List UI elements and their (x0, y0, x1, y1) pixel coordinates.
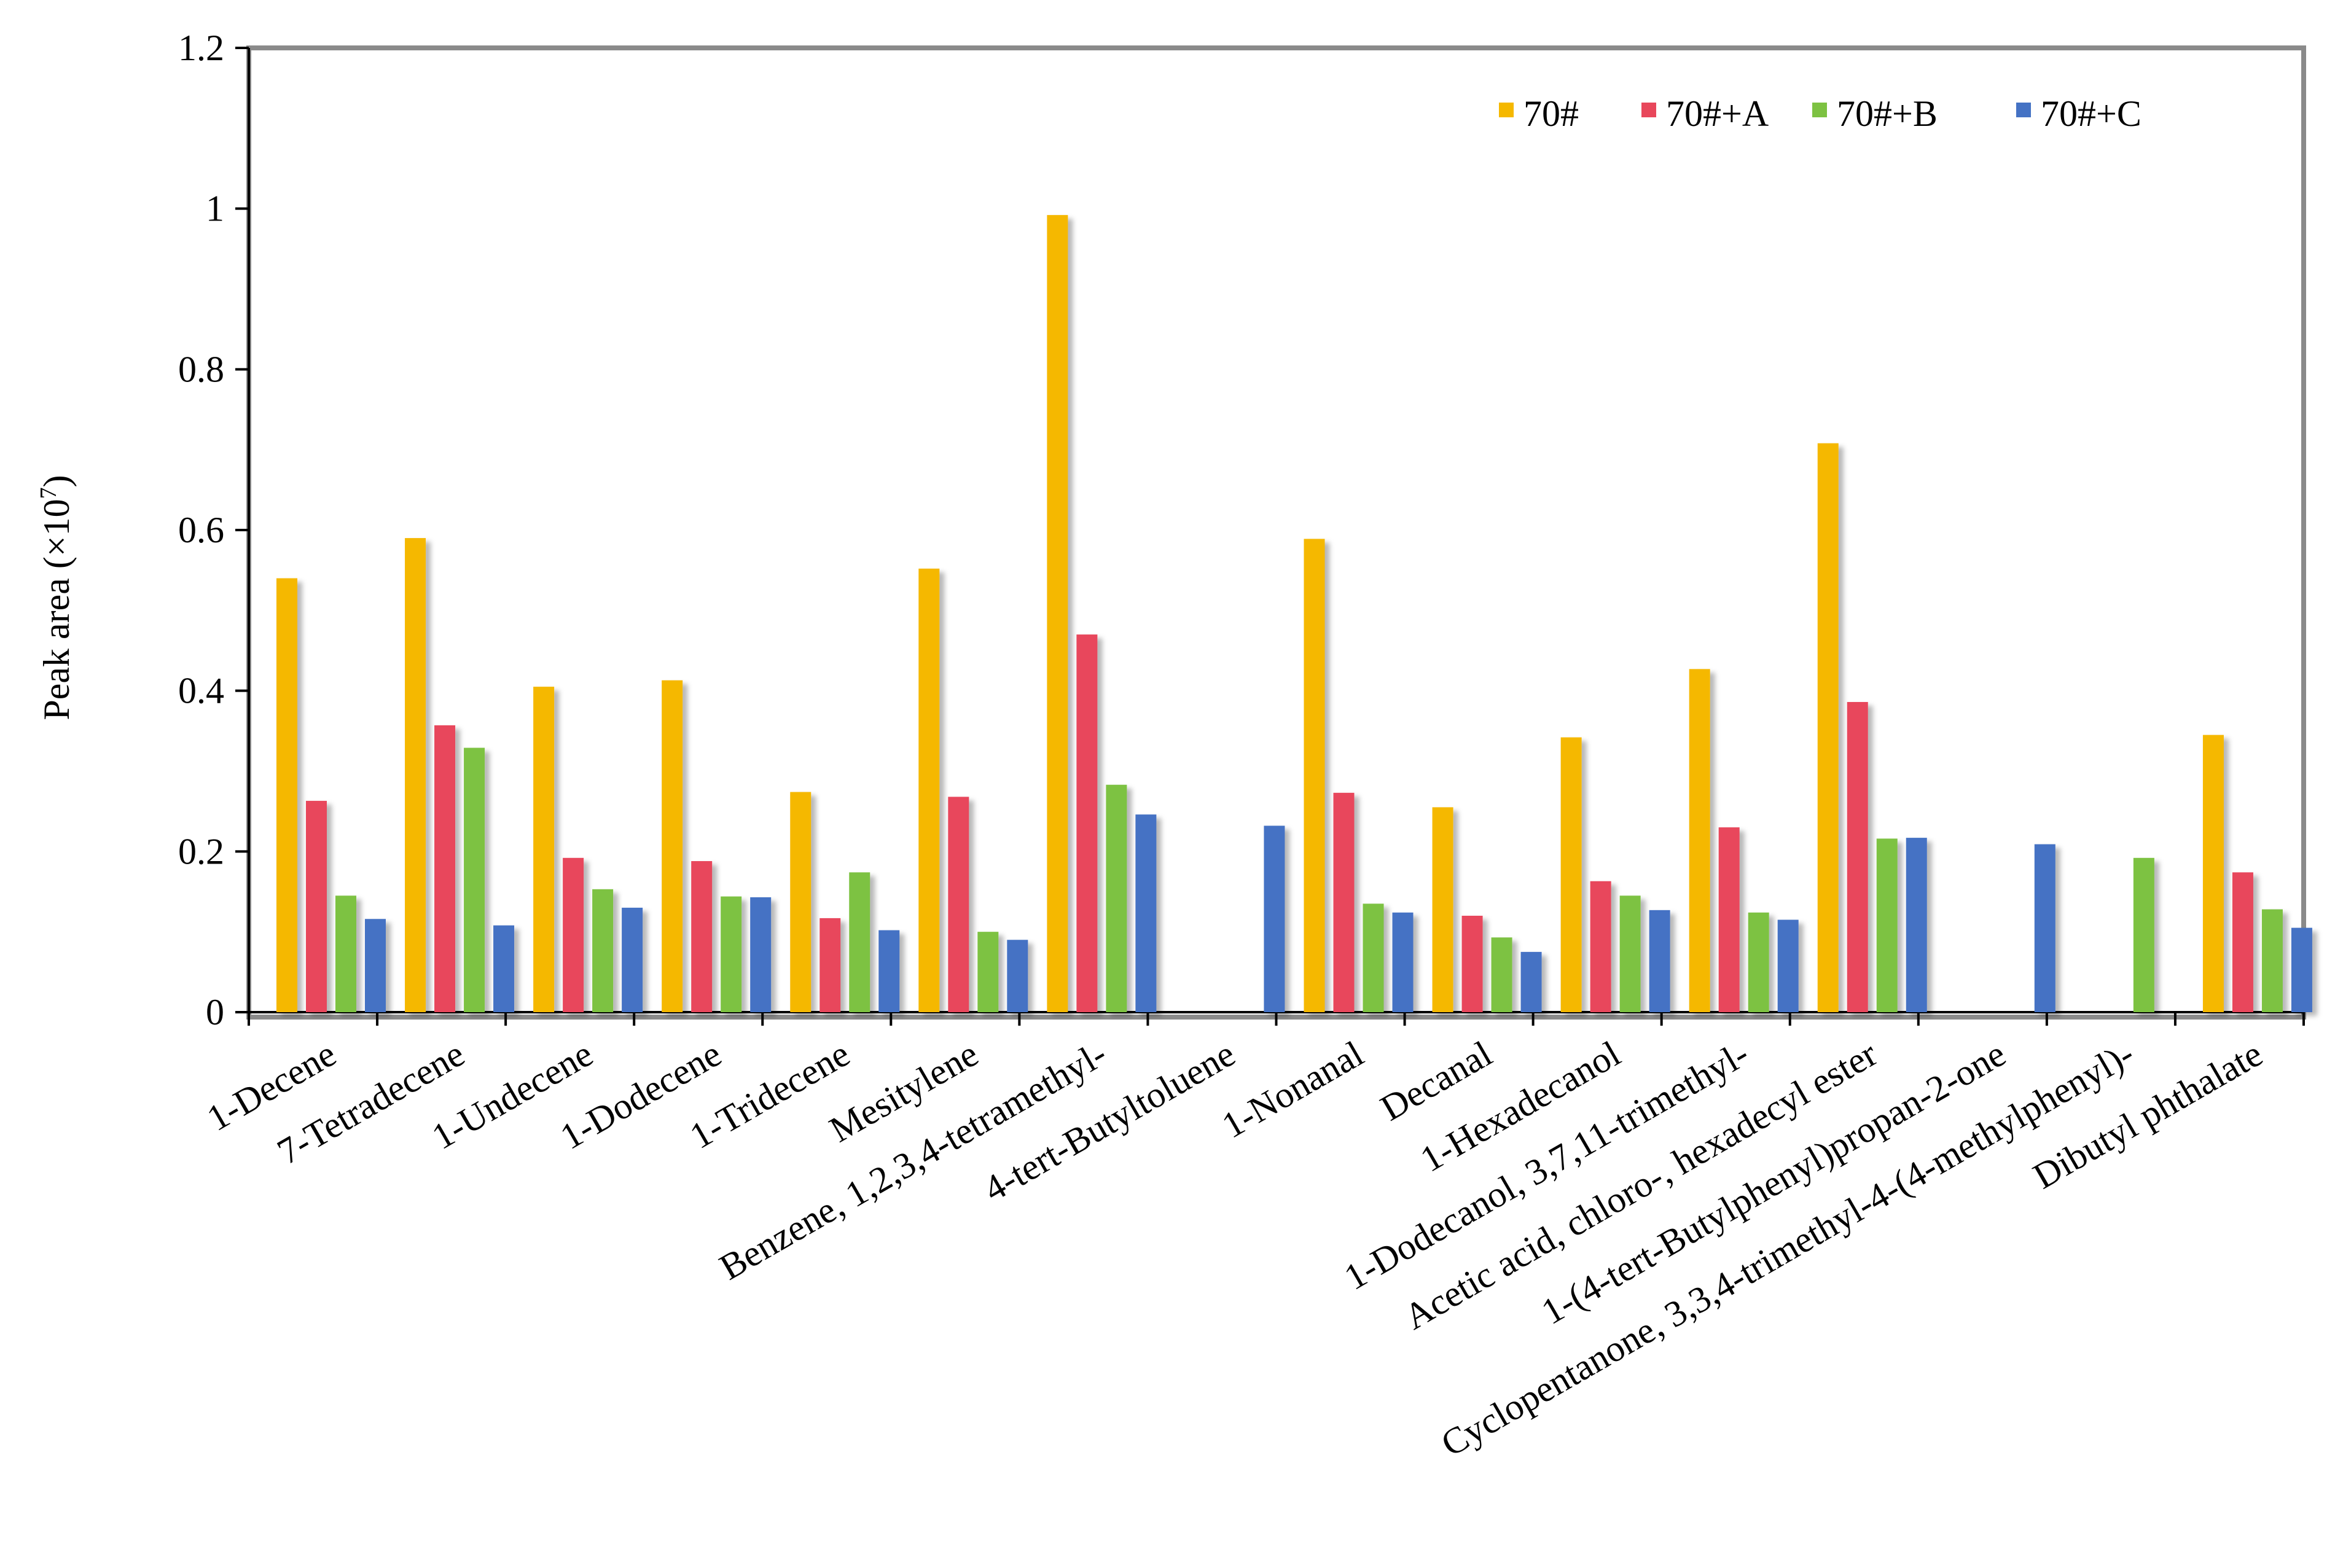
bar-70B-12 (1876, 838, 1898, 1012)
bar-70C-11 (1777, 919, 1799, 1012)
bar-70A-10 (1590, 881, 1611, 1012)
bar-70-2 (533, 687, 555, 1012)
bar-70C-7 (1264, 825, 1285, 1012)
y-tick-label: 0.8 (178, 349, 224, 389)
category-labels: 1-Decene7-Tetradecene1-Undecene1-Dodecen… (200, 1033, 2269, 1464)
legend-swatch (1641, 103, 1656, 117)
bar-70A-6 (1076, 634, 1098, 1012)
bar-70-6 (1047, 215, 1068, 1013)
bar-70B-9 (1491, 937, 1512, 1012)
bar-70B-8 (1363, 903, 1384, 1012)
bar-70-10 (1560, 737, 1582, 1012)
bar-70C-0 (365, 919, 386, 1012)
bar-70-8 (1304, 539, 1325, 1012)
y-axis: 0 0.2 0.4 0.6 0.8 1 1.2 (178, 28, 250, 1032)
bar-70A-12 (1847, 701, 1868, 1012)
y-axis-title-superscript: 7 (36, 487, 61, 499)
bar-70-0 (276, 578, 297, 1012)
bar-70A-3 (691, 861, 713, 1012)
y-tick-label: 1 (206, 189, 224, 229)
bar-70B-11 (1748, 912, 1769, 1012)
legend-label: 70#+C (2041, 93, 2141, 134)
bar-70B-1 (464, 747, 485, 1012)
bar-70B-3 (721, 896, 742, 1012)
y-axis-title-text: Peak area (×10 (36, 499, 77, 720)
bar-70C-5 (1007, 940, 1028, 1012)
legend-swatch (2016, 103, 2031, 117)
bar-70-1 (405, 538, 426, 1012)
bar-70B-10 (1619, 895, 1641, 1012)
legend: 70# 70#+A 70#+B 70#+C (1499, 93, 2141, 134)
bar-70-3 (662, 680, 683, 1012)
bar-70-5 (918, 568, 940, 1012)
y-tick-label: 0.6 (178, 510, 224, 550)
bar-70-12 (1817, 443, 1839, 1012)
bar-70A-2 (563, 857, 584, 1012)
bar-70-15 (2202, 735, 2224, 1012)
bar-70A-11 (1718, 827, 1740, 1012)
bar-70C-15 (2291, 927, 2312, 1012)
bars (276, 215, 2312, 1013)
bar-70-11 (1689, 669, 1710, 1012)
bar-70B-4 (849, 872, 870, 1012)
bar-70A-15 (2232, 872, 2253, 1012)
y-axis-title-suffix: ) (36, 475, 77, 487)
legend-swatch (1499, 103, 1514, 117)
bar-70C-4 (878, 930, 900, 1012)
bar-70B-15 (2261, 909, 2283, 1012)
bar-70C-10 (1649, 910, 1670, 1012)
bar-70C-8 (1392, 912, 1414, 1012)
y-tick-label: 0.2 (178, 831, 224, 872)
bar-70B-2 (592, 889, 614, 1012)
bar-70B-14 (2133, 857, 2154, 1012)
bar-70B-5 (977, 932, 999, 1012)
legend-label: 70#+B (1837, 93, 1938, 134)
bar-70C-3 (750, 897, 772, 1012)
bar-70A-8 (1333, 792, 1355, 1012)
bar-70A-0 (306, 800, 327, 1012)
bar-70B-0 (335, 895, 356, 1012)
bar-70C-13 (2034, 844, 2055, 1012)
bar-70C-12 (1906, 838, 1927, 1012)
bar-70C-2 (622, 907, 643, 1012)
bar-70C-6 (1135, 814, 1157, 1012)
bar-70A-9 (1461, 916, 1483, 1012)
legend-label: 70# (1523, 93, 1579, 134)
y-tick-label: 0.4 (178, 671, 224, 711)
bar-70A-1 (434, 725, 456, 1012)
category-label: 1-Nonanal (1215, 1033, 1370, 1146)
bar-70A-4 (819, 918, 841, 1012)
category-label: Dibutyl phthalate (2027, 1033, 2269, 1196)
bar-70A-5 (948, 797, 969, 1012)
bar-70B-6 (1106, 784, 1127, 1012)
bar-70C-1 (493, 925, 515, 1012)
bar-70C-9 (1520, 951, 1542, 1012)
y-tick-label: 1.2 (178, 28, 224, 68)
bar-70-9 (1432, 807, 1453, 1012)
bar-70-4 (790, 792, 812, 1012)
legend-label: 70#+A (1666, 93, 1769, 134)
y-tick-label: 0 (206, 992, 224, 1032)
y-axis-title: Peak area (×107) (36, 475, 77, 720)
legend-swatch (1812, 103, 1827, 117)
